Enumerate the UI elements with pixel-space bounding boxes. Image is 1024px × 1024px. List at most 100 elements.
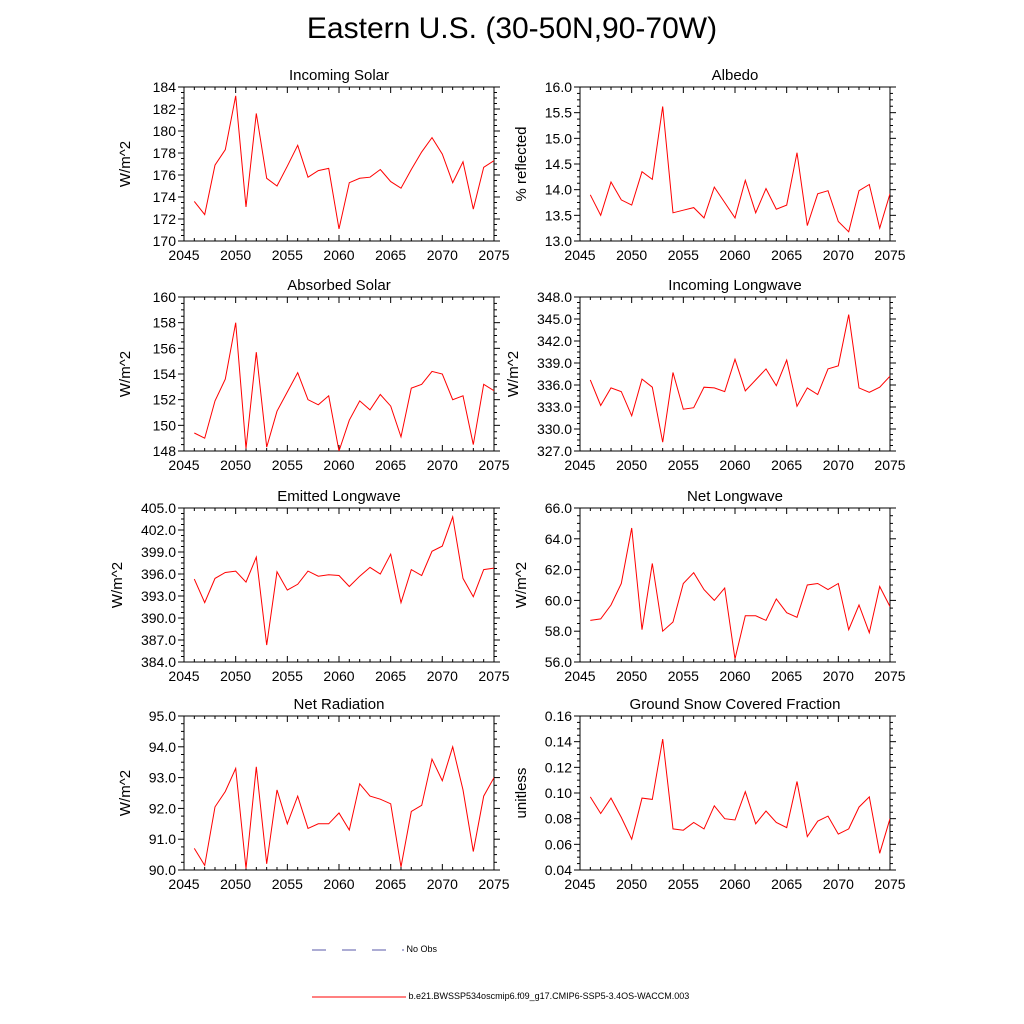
x-tick-label: 2070 [427, 457, 458, 473]
x-tick-label: 2060 [719, 247, 750, 263]
plot-frame [579, 715, 891, 871]
y-tick-label: 0.06 [545, 836, 572, 852]
y-axis-label: % reflected [513, 126, 530, 201]
chart-ground-snow-covered-fraction: Ground Snow Covered Fraction 2045 2050 2055… [513, 696, 906, 892]
y-tick-label: 160 [153, 289, 177, 305]
y-tick-label: 15.5 [545, 105, 572, 121]
x-tick-label: 2070 [427, 668, 458, 684]
y-tick-label: 336.0 [537, 377, 572, 393]
series-line-model [194, 322, 494, 451]
x-tick-label: 2065 [771, 247, 802, 263]
x-tick-label: 2055 [272, 876, 303, 892]
y-axis-label: W/m^2 [117, 351, 134, 397]
figure-title: Eastern U.S. (30-50N,90-70W) [306, 12, 718, 45]
legend-model-line [312, 996, 406, 998]
x-tick-label: 2045 [564, 876, 595, 892]
x-tick-label: 2050 [220, 668, 251, 684]
chart-emitted-longwave: Emitted Longwave 2045 2050 2055 2060 2065 2070… [109, 488, 510, 684]
y-tick-label: 14.0 [545, 182, 572, 198]
x-tick-label: 2060 [323, 247, 354, 263]
x-tick-label: 2050 [616, 668, 647, 684]
chart-title: Net Longwave [687, 488, 783, 505]
chart-title: Incoming Solar [289, 67, 389, 84]
x-tick-label: 2065 [771, 668, 802, 684]
y-tick-label: 60.0 [545, 592, 572, 608]
series-line-model [590, 527, 890, 660]
y-axis-label: W/m^2 [505, 351, 522, 397]
y-tick-label: 152 [153, 392, 177, 408]
y-tick-label: 0.10 [545, 785, 572, 801]
x-tick-label: 2065 [375, 457, 406, 473]
y-tick-label: 95.0 [149, 708, 176, 724]
y-axis-label: unitless [513, 768, 530, 819]
y-axis-label: W/m^2 [109, 562, 126, 608]
y-tick-label: 0.14 [545, 734, 572, 750]
y-tick-label: 402.0 [141, 522, 176, 538]
x-tick-label: 2075 [478, 668, 509, 684]
y-tick-label: 15.0 [545, 130, 572, 146]
y-tick-label: 94.0 [149, 739, 176, 755]
x-tick-label: 2060 [719, 668, 750, 684]
x-tick-label: 2070 [427, 247, 458, 263]
y-tick-label: 342.0 [537, 333, 572, 349]
x-tick-label: 2070 [427, 876, 458, 892]
x-tick-label: 2075 [874, 668, 905, 684]
series-line-model [193, 744, 494, 869]
y-tick-label: 174 [153, 189, 177, 205]
x-tick-label: 2055 [668, 876, 699, 892]
x-tick-label: 2060 [323, 668, 354, 684]
x-tick-label: 2050 [220, 247, 251, 263]
chart-absorbed-solar: Absorbed Solar 2045 2050 2055 2060 2065 2070 20… [117, 277, 510, 473]
y-tick-label: 178 [153, 145, 177, 161]
legend-item-obs: No Obs [312, 944, 437, 954]
y-tick-label: 390.0 [141, 610, 176, 626]
legend-obs-label: No Obs [406, 944, 438, 954]
y-tick-label: 330.0 [537, 421, 572, 437]
y-axis-label: W/m^2 [513, 562, 530, 608]
y-tick-label: 0.16 [545, 708, 572, 724]
x-tick-label: 2055 [272, 457, 303, 473]
x-tick-label: 2065 [375, 668, 406, 684]
y-tick-label: 184 [153, 79, 177, 95]
plot-frame [579, 507, 891, 663]
chart-incoming-solar: Incoming Solar 2045 2050 2055 2060 2065 2070 20… [117, 67, 510, 263]
legend-item-model: b.e21.BWSSP534oscmip6.f09_g17.CMIP6-SSP5… [312, 991, 689, 1001]
series-line-model [589, 314, 890, 443]
y-tick-label: 333.0 [537, 399, 572, 415]
y-tick-label: 154 [153, 366, 177, 382]
chart-net-radiation: Net Radiation 2045 2050 2055 2060 2065 2070 207… [117, 696, 510, 892]
y-tick-label: 13.0 [545, 233, 572, 249]
y-tick-label: 348.0 [537, 289, 572, 305]
legend-obs-dash [312, 949, 404, 951]
chart-title: Incoming Longwave [668, 277, 801, 294]
y-tick-label: 0.04 [545, 862, 572, 878]
y-tick-label: 176 [153, 167, 177, 183]
y-tick-label: 156 [153, 340, 177, 356]
y-tick-label: 93.0 [149, 770, 176, 786]
plot-frame [183, 296, 495, 452]
y-tick-label: 62.0 [545, 562, 572, 578]
x-tick-label: 2070 [823, 668, 854, 684]
y-axis-label: W/m^2 [117, 141, 134, 187]
x-tick-label: 2075 [874, 457, 905, 473]
x-tick-label: 2065 [771, 876, 802, 892]
x-tick-label: 2070 [823, 457, 854, 473]
chart-title: Ground Snow Covered Fraction [630, 696, 841, 713]
series-line-model [589, 106, 890, 233]
y-tick-label: 393.0 [141, 588, 176, 604]
y-tick-label: 150 [153, 417, 177, 433]
x-tick-label: 2070 [823, 876, 854, 892]
y-tick-label: 182 [153, 101, 177, 117]
y-tick-label: 14.5 [545, 156, 572, 172]
y-tick-label: 387.0 [141, 632, 176, 648]
x-tick-label: 2055 [668, 668, 699, 684]
y-tick-label: 339.0 [537, 355, 572, 371]
x-tick-label: 2075 [874, 876, 905, 892]
series-line-model [193, 95, 494, 230]
y-tick-label: 92.0 [149, 800, 176, 816]
legend-model-label: b.e21.BWSSP534oscmip6.f09_g17.CMIP6-SSP5… [408, 991, 690, 1001]
x-tick-label: 2060 [323, 457, 354, 473]
chart-incoming-longwave: Incoming Longwave 2045 2050 2055 2060 2065 207… [505, 277, 906, 473]
y-tick-label: 170 [153, 233, 177, 249]
